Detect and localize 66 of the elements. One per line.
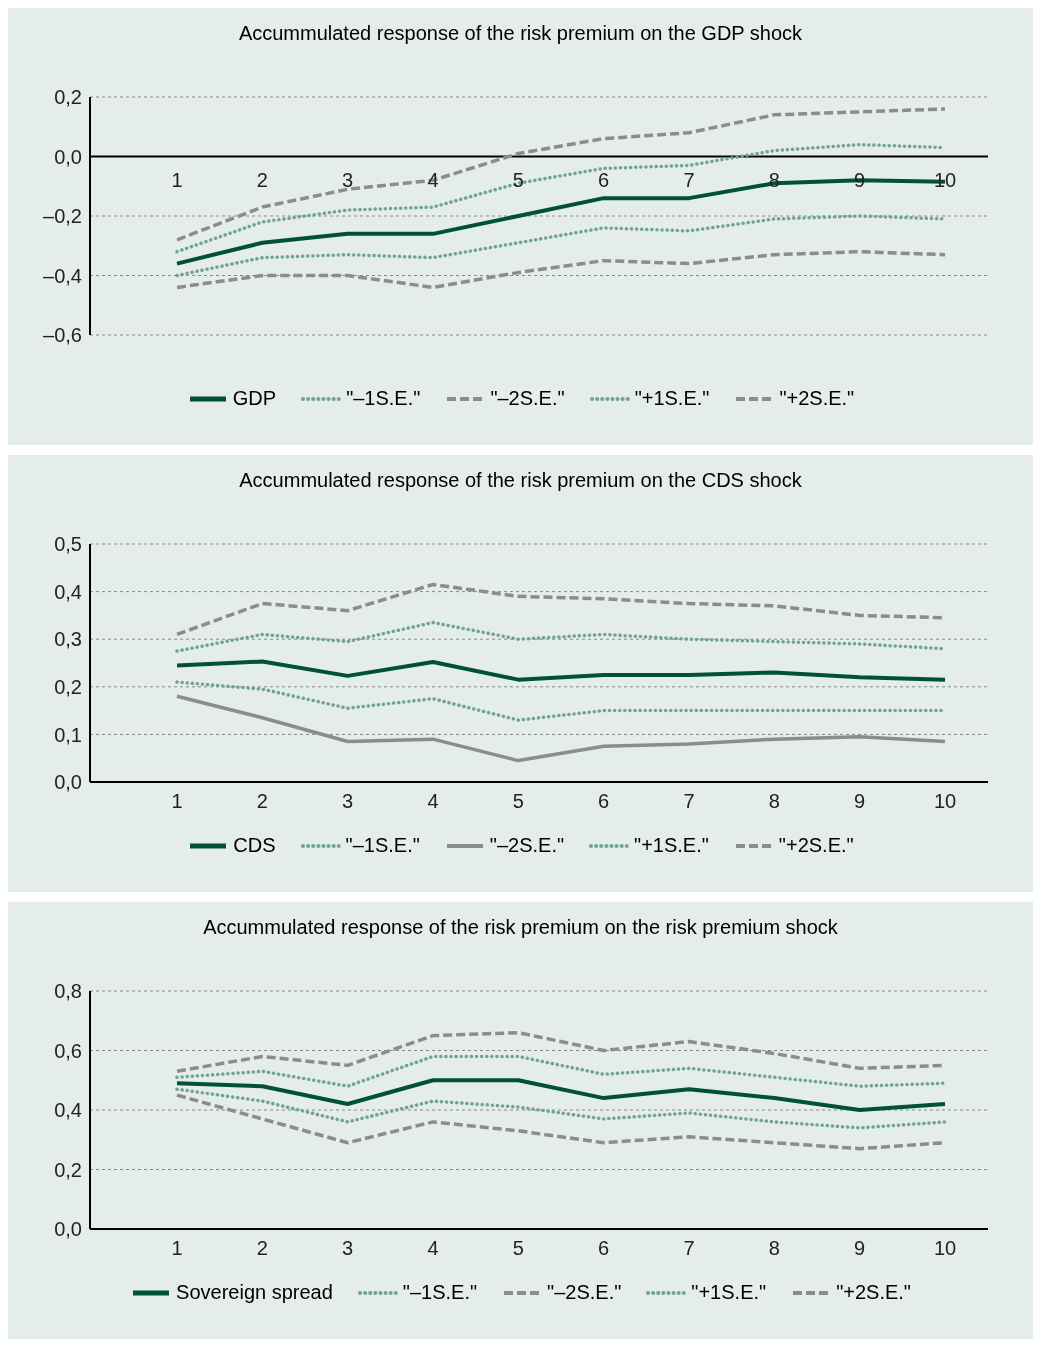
x-tick-label: 8 (768, 1237, 780, 1259)
x-tick-label: 9 (854, 1237, 866, 1259)
x-tick-label: 5 (512, 1237, 524, 1259)
x-tick-label: 3 (342, 1237, 354, 1259)
x-tick-label: 10 (933, 168, 957, 191)
chart-title: Accummulated response of the risk premium on the risk premium shock (202, 916, 839, 939)
legend-label: "–1S.E." (402, 1281, 478, 1304)
y-tick-label: 0,4 (54, 1099, 82, 1122)
y-tick-label: 0,2 (54, 1158, 82, 1181)
line-series (175, 1078, 947, 1112)
x-tick-label: 4 (427, 790, 439, 812)
x-tick-label: 4 (427, 1237, 439, 1259)
x-tick-label: 7 (683, 1237, 695, 1259)
line-series (175, 1054, 947, 1088)
y-tick-label: 0,5 (54, 533, 82, 556)
x-tick-label: 7 (683, 790, 695, 812)
y-tick-label: 0,2 (54, 86, 82, 109)
x-tick-label: 4 (427, 168, 439, 191)
legend-label: GDP (232, 387, 277, 410)
line-series (175, 659, 947, 682)
y-tick-label: 0,4 (54, 580, 82, 603)
y-tick-label: 0,0 (54, 1218, 82, 1241)
legend-label: "+2S.E." (778, 834, 854, 857)
chart-title: Accummulated response of the risk premium on the GDP shock (237, 22, 804, 45)
x-tick-label: 2 (256, 790, 268, 812)
legend-label: CDS (233, 834, 276, 857)
x-tick-label: 6 (598, 1237, 610, 1259)
y-tick-label: 0,0 (54, 145, 82, 168)
legend-label: "+1S.E." (634, 387, 710, 410)
y-tick-label: 0,2 (54, 675, 82, 698)
x-tick-label: 10 (933, 1237, 957, 1259)
x-tick-label: 6 (598, 790, 610, 812)
x-tick-label: 7 (683, 168, 695, 191)
x-tick-label: 5 (512, 168, 524, 191)
line-series (175, 1087, 947, 1130)
x-tick-label: 3 (342, 790, 354, 812)
x-tick-label: 10 (933, 790, 957, 812)
legend-label: "–2S.E." (547, 1281, 622, 1304)
y-tick-label: 0,3 (54, 628, 82, 651)
legend-label: "+1S.E." (634, 834, 709, 857)
legend-label: Sovereign spread (176, 1281, 333, 1304)
x-tick-label: 8 (768, 790, 780, 812)
y-tick-label: –0,4 (43, 264, 82, 287)
x-tick-label: 1 (171, 168, 183, 191)
x-tick-label: 2 (256, 168, 268, 191)
x-tick-label: 6 (598, 168, 610, 191)
y-tick-label: 0,1 (54, 723, 82, 746)
legend-label: "–1S.E." (345, 834, 420, 857)
legend-label: "+2S.E." (836, 1281, 911, 1304)
x-tick-label: 1 (171, 790, 183, 812)
x-tick-label: 3 (342, 168, 354, 191)
y-tick-label: 0,8 (54, 980, 82, 1003)
x-tick-label: 9 (854, 790, 866, 812)
y-tick-label: –0,2 (43, 205, 82, 228)
y-tick-label: 0,6 (54, 1039, 82, 1062)
legend-label: "+2S.E." (779, 387, 855, 410)
legend-label: "–2S.E." (490, 387, 565, 410)
legend-label: "–1S.E." (346, 387, 421, 410)
x-tick-label: 5 (512, 790, 524, 812)
x-tick-label: 2 (256, 1237, 268, 1259)
legend-label: "–2S.E." (489, 834, 565, 857)
legend-label: "+1S.E." (691, 1281, 767, 1304)
x-tick-label: 1 (171, 1237, 183, 1259)
y-tick-label: –0,6 (43, 324, 82, 347)
y-tick-label: 0,0 (54, 771, 82, 794)
chart-title: Accummulated response of the risk premium on the CDS shock (238, 469, 803, 492)
